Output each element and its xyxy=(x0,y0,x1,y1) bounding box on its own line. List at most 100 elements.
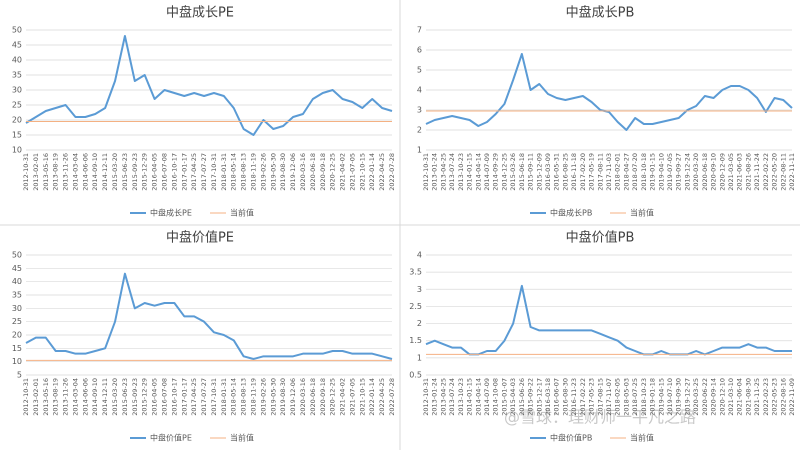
legend-label: 当前值 xyxy=(230,433,254,443)
x-tick-label: 2018-07-25 xyxy=(631,378,639,416)
y-tick-label: 5 xyxy=(417,66,422,75)
x-tick-label: 2013-05-16 xyxy=(42,153,50,191)
x-tick-label: 2012-10-31 xyxy=(422,378,430,416)
x-tick-label: 2013-04-25 xyxy=(439,378,447,416)
y-tick-label: 40 xyxy=(12,277,22,286)
x-tick-label: 2015-12-09 xyxy=(535,153,543,191)
x-tick-label: 2013-05-16 xyxy=(42,378,50,416)
x-tick-label: 2022-02-23 xyxy=(762,378,770,416)
x-tick-label: 2016-04-05 xyxy=(151,153,159,191)
x-tick-label: 2016-07-08 xyxy=(160,378,168,416)
legend-label: 当前值 xyxy=(630,433,654,443)
x-tick-label: 2021-08-26 xyxy=(744,153,752,191)
x-tick-label: 2021-07-05 xyxy=(348,153,356,191)
chart-title: 中盘价值PE xyxy=(166,230,234,246)
x-tick-label: 2015-03-20 xyxy=(111,153,119,191)
x-tick-label: 2016-06-07 xyxy=(553,378,561,416)
x-tick-label: 2013-08-19 xyxy=(52,378,60,416)
x-tick-label: 2019-12-24 xyxy=(683,153,691,191)
x-tick-label: 2019-08-30 xyxy=(279,378,287,416)
y-tick-label: 15 xyxy=(12,131,22,140)
x-tick-label: 2020-03-16 xyxy=(299,378,307,416)
x-tick-label: 2020-03-20 xyxy=(692,153,700,191)
x-tick-label: 2017-10-31 xyxy=(210,378,218,416)
x-tick-label: 2019-04-10 xyxy=(657,153,665,191)
x-tick-label: 2020-03-25 xyxy=(692,378,700,416)
x-tick-label: 2017-04-25 xyxy=(190,153,198,191)
x-tick-label: 2022-01-14 xyxy=(368,378,376,416)
x-tick-label: 2013-07-24 xyxy=(448,378,456,416)
y-tick-label: 40 xyxy=(12,56,22,65)
x-tick-label: 2016-04-05 xyxy=(151,378,159,416)
x-tick-label: 2018-02-01 xyxy=(614,153,622,191)
x-tick-label: 2013-01-24 xyxy=(431,378,439,416)
x-tick-label: 2019-05-30 xyxy=(269,153,277,191)
x-tick-label: 2013-11-26 xyxy=(62,378,70,416)
x-tick-label: 2013-04-25 xyxy=(439,153,447,191)
series-line xyxy=(25,35,393,136)
y-tick-label: 50 xyxy=(12,26,22,35)
x-tick-label: 2018-08-13 xyxy=(240,153,248,191)
x-tick-label: 2016-03-18 xyxy=(544,378,552,416)
y-tick-label: 35 xyxy=(12,291,22,300)
x-tick-label: 2017-05-23 xyxy=(588,378,596,416)
x-tick-label: 2022-08-11 xyxy=(779,153,787,191)
x-tick-label: 2015-04-03 xyxy=(509,378,517,416)
legend-label: 中盘价值PE xyxy=(150,433,192,443)
y-tick-label: 10 xyxy=(12,146,22,155)
x-tick-label: 2016-07-08 xyxy=(160,153,168,191)
x-tick-label: 2017-01-17 xyxy=(180,378,188,416)
x-tick-label: 2020-06-18 xyxy=(701,153,709,191)
x-tick-label: 2015-12-29 xyxy=(141,378,149,416)
x-tick-label: 2017-01-17 xyxy=(180,153,188,191)
y-tick-label: 6 xyxy=(417,46,422,55)
x-tick-label: 2012-10-31 xyxy=(22,153,30,191)
x-tick-label: 2019-12-06 xyxy=(289,153,297,191)
y-tick-label: 2.5 xyxy=(409,302,422,311)
y-tick-label: 25 xyxy=(12,317,22,326)
x-tick-label: 2015-09-22 xyxy=(527,378,535,416)
y-tick-label: 25 xyxy=(12,101,22,110)
x-tick-label: 2017-04-25 xyxy=(190,378,198,416)
x-tick-label: 2014-04-14 xyxy=(474,378,482,416)
x-tick-label: 2019-09-27 xyxy=(675,153,683,191)
y-tick-label: 45 xyxy=(12,264,22,273)
x-tick-label: 2016-03-09 xyxy=(544,153,552,191)
x-tick-label: 2022-05-23 xyxy=(771,378,779,416)
x-tick-label: 2016-11-23 xyxy=(570,378,578,416)
x-tick-label: 2021-08-30 xyxy=(744,378,752,416)
y-tick-label: 30 xyxy=(12,304,22,313)
y-tick-label: 1 xyxy=(417,353,422,362)
chart-title: 中盘价值PB xyxy=(566,230,635,246)
watermark: @雪球：理财师一平凡之路 xyxy=(504,408,696,427)
x-tick-label: 2021-04-02 xyxy=(339,153,347,191)
x-tick-label: 2016-10-17 xyxy=(170,153,178,191)
x-tick-label: 2015-03-26 xyxy=(509,153,517,191)
x-tick-label: 2013-07-24 xyxy=(448,153,456,191)
x-tick-label: 2017-02-22 xyxy=(579,378,587,416)
x-tick-label: 2017-08-11 xyxy=(596,153,604,191)
x-tick-label: 2019-09-30 xyxy=(675,378,683,416)
x-tick-label: 2014-09-10 xyxy=(91,153,99,191)
y-tick-label: 35 xyxy=(12,71,22,80)
x-tick-label: 2022-07-28 xyxy=(388,378,396,416)
y-tick-label: 10 xyxy=(12,357,22,366)
x-tick-label: 2021-10-15 xyxy=(358,378,366,416)
x-tick-label: 2016-05-31 xyxy=(553,153,561,191)
x-tick-label: 2020-12-09 xyxy=(718,153,726,191)
x-tick-label: 2014-10-08 xyxy=(492,378,500,416)
y-tick-label: 2 xyxy=(417,126,422,135)
x-tick-label: 2019-07-10 xyxy=(666,378,674,416)
x-tick-label: 2016-08-30 xyxy=(561,378,569,416)
x-tick-label: 2018-11-19 xyxy=(250,378,258,416)
x-tick-label: 2014-03-04 xyxy=(71,153,79,191)
x-tick-label: 2021-04-02 xyxy=(339,378,347,416)
x-tick-label: 2015-09-23 xyxy=(131,153,139,191)
x-tick-label: 2014-04-14 xyxy=(474,153,482,191)
y-tick-label: 4 xyxy=(417,251,422,260)
x-tick-label: 2015-06-18 xyxy=(518,153,526,191)
x-tick-label: 2021-10-15 xyxy=(358,153,366,191)
x-tick-label: 2013-10-23 xyxy=(457,153,465,191)
y-tick-label: 1 xyxy=(417,146,422,155)
